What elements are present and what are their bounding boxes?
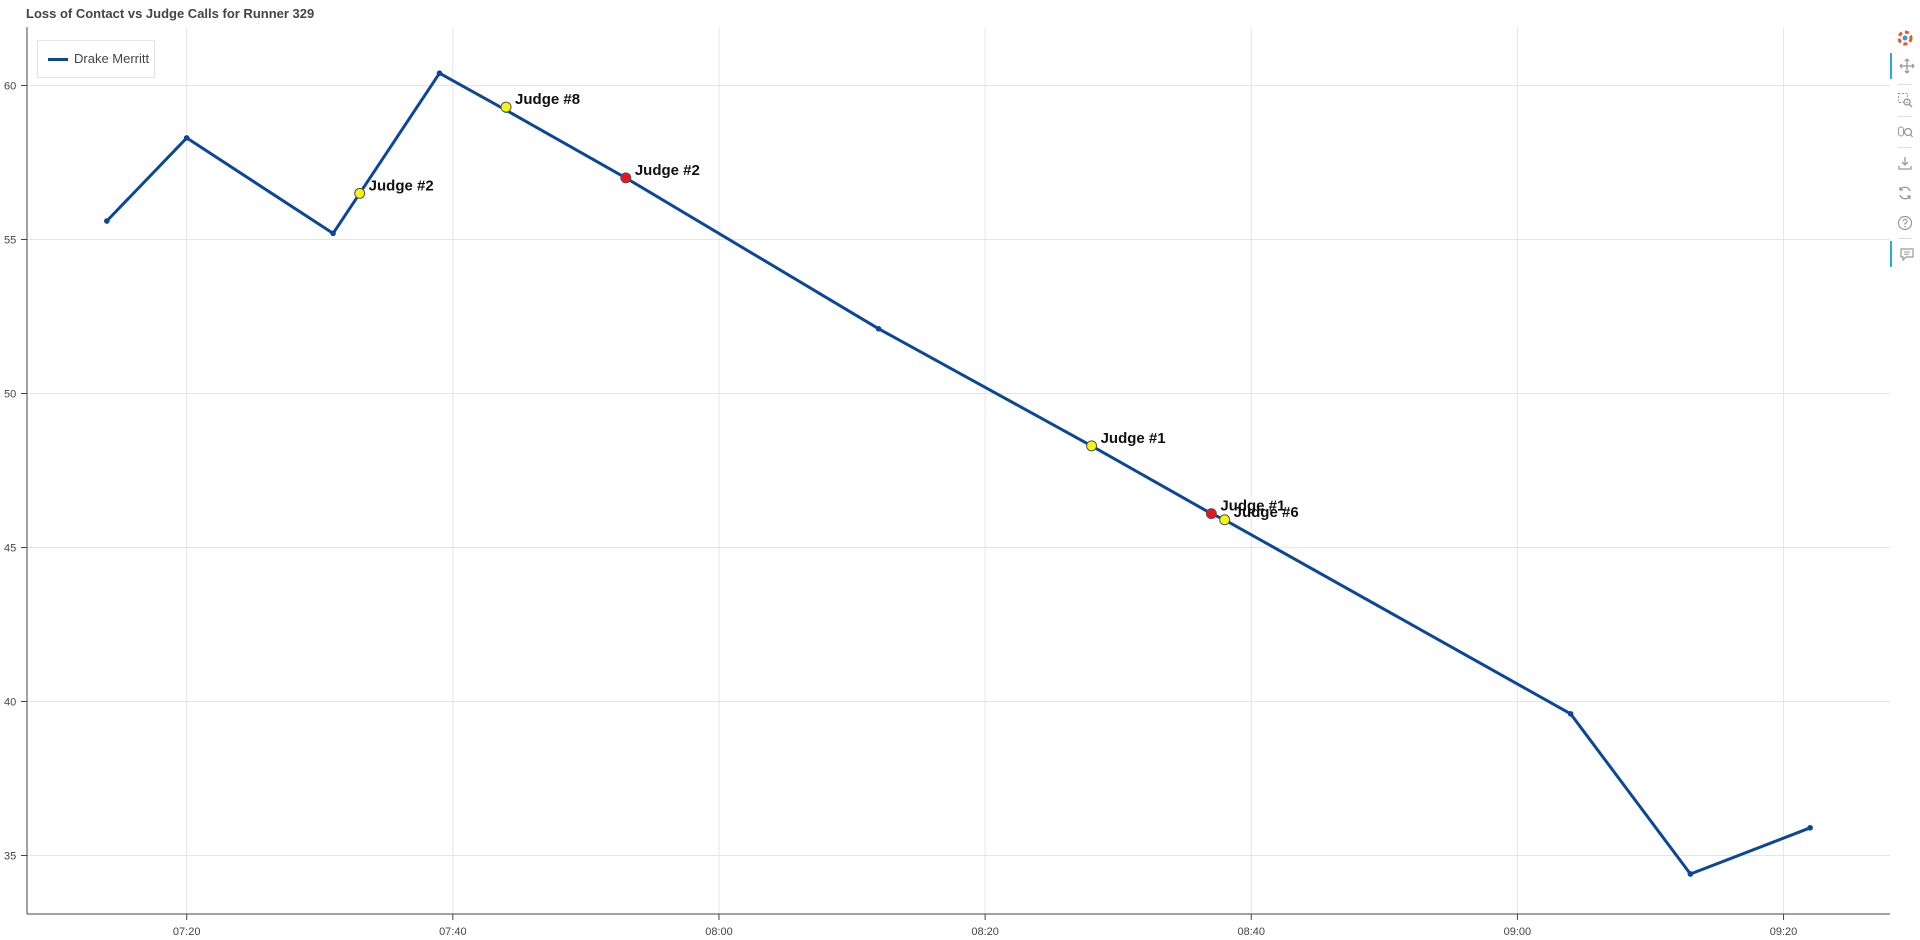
grid-lines [27,27,1890,914]
legend-label: Drake Merritt [74,51,150,66]
axes: 35 40 45 50 55 60 07:20 07:40 08:00 08:20 08:40 09:… [4,27,1890,938]
x-tick-label: 07:40 [439,926,467,938]
series-point [183,135,190,141]
x-tick-label: 07:20 [173,926,201,938]
box-zoom-icon[interactable] [1890,87,1920,113]
wheel-zoom-icon[interactable] [1890,119,1920,145]
judge-call-marker [1086,440,1098,452]
judge-call-label: Judge #1 [1101,430,1166,447]
judge-call-label: Judge #8 [515,91,580,108]
judge-call-label: Judge #2 [369,177,434,194]
x-tick-label: 08:40 [1237,926,1265,938]
judge-call-markers: Judge #2 Judge #8 Judge #2 Judge #1 Judge #1… [354,91,1299,526]
y-tick-label: 45 [4,542,16,554]
series-point [436,70,443,76]
y-tick-label: 35 [4,850,16,862]
chart-title: Loss of Contact vs Judge Calls for Runne… [26,6,315,21]
judge-call-marker [620,172,632,184]
x-tick-label: 08:20 [971,926,999,938]
series-point [1687,871,1694,877]
reset-icon[interactable] [1890,180,1920,206]
y-tick-label: 50 [4,389,16,401]
judge-call-marker [354,187,366,199]
series-point [875,326,882,332]
judge-call-marker [1205,508,1217,520]
toolbar [1890,25,1920,267]
series-point [330,230,336,237]
judge-call-label: Judge #1 [1220,498,1285,515]
series-point [104,218,110,224]
legend[interactable]: Drake Merritt [37,40,155,78]
y-tick-label: 40 [4,696,16,708]
series-point [1567,711,1574,717]
x-tick-label: 08:00 [705,926,733,938]
judge-call-marker [500,101,512,113]
hover-icon[interactable] [1890,241,1920,267]
help-icon[interactable] [1890,210,1920,236]
y-tick-label: 60 [4,81,16,93]
x-tick-label: 09:20 [1770,926,1798,938]
judge-call-label: Judge #2 [635,162,700,179]
judge-call-marker [1219,514,1231,526]
pan-icon[interactable] [1890,53,1920,79]
series-point [1807,824,1813,831]
legend-swatch [48,58,68,61]
bokeh-logo-icon[interactable] [1890,25,1920,51]
y-tick-label: 55 [4,235,16,247]
save-icon[interactable] [1890,150,1920,176]
judge-call-label: Judge #6 [1234,504,1299,521]
x-tick-label: 09:00 [1504,926,1532,938]
